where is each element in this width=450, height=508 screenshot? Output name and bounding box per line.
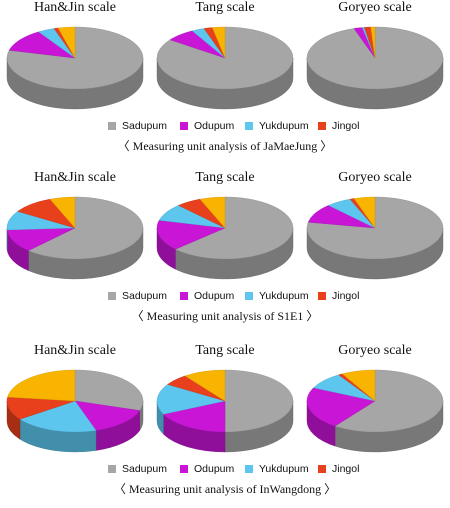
legend-label: Jingol: [332, 463, 359, 475]
chart-caption: 〈 Measuring unit analysis of JaMaeJung 〉: [0, 137, 450, 154]
pie-chart: [0, 190, 150, 282]
legend-item: Sadupum: [108, 463, 167, 475]
pie-title: Tang scale: [195, 170, 254, 186]
pie-title: Tang scale: [195, 343, 254, 359]
pie-chart: [150, 20, 300, 112]
legend-swatch: [108, 122, 116, 130]
legend-swatch: [180, 292, 188, 300]
legend-item: Odupum: [180, 290, 234, 302]
legend-item: Yukdupum: [245, 120, 309, 132]
pie-title: Goryeo scale: [338, 343, 411, 359]
pie-chart: [300, 363, 450, 455]
chart-group-3: Han&Jin scale Tang scale Goryeo scale Sa…: [0, 343, 450, 508]
legend-label: Yukdupum: [259, 290, 309, 302]
legend-label: Odupum: [194, 290, 234, 302]
pie-chart: [0, 363, 150, 455]
pie-chart: [0, 20, 150, 112]
pie-title: Goryeo scale: [338, 170, 411, 186]
legend-item: Sadupum: [108, 290, 167, 302]
pie-title: Tang scale: [195, 0, 254, 16]
legend-item: Odupum: [180, 463, 234, 475]
legend-swatch: [108, 465, 116, 473]
legend-label: Odupum: [194, 463, 234, 475]
legend-swatch: [245, 465, 253, 473]
legend-item: Yukdupum: [245, 463, 309, 475]
legend-item: Sadupum: [108, 120, 167, 132]
legend-label: Odupum: [194, 120, 234, 132]
legend-item: Odupum: [180, 120, 234, 132]
pie-title: Goryeo scale: [338, 0, 411, 16]
legend-label: Sadupum: [122, 463, 167, 475]
legend: Sadupum Odupum Yukdupum Jingol: [0, 120, 450, 134]
chart-caption: 〈 Measuring unit analysis of InWangdong …: [0, 480, 450, 497]
legend-item: Jingol: [318, 290, 359, 302]
legend: Sadupum Odupum Yukdupum Jingol: [0, 290, 450, 304]
pie-title: Han&Jin scale: [34, 343, 116, 359]
pie-chart: [150, 190, 300, 282]
legend-item: Yukdupum: [245, 290, 309, 302]
chart-caption: 〈 Measuring unit analysis of S1E1 〉: [0, 307, 450, 324]
legend-label: Jingol: [332, 290, 359, 302]
legend-swatch: [318, 292, 326, 300]
legend-swatch: [180, 465, 188, 473]
legend-swatch: [180, 122, 188, 130]
legend-label: Yukdupum: [259, 463, 309, 475]
pie-title: Han&Jin scale: [34, 0, 116, 16]
legend-item: Jingol: [318, 463, 359, 475]
legend-swatch: [245, 122, 253, 130]
chart-group-2: Han&Jin scale Tang scale Goryeo scale Sa…: [0, 170, 450, 335]
legend: Sadupum Odupum Yukdupum Jingol: [0, 463, 450, 477]
pie-chart: [300, 20, 450, 112]
pie-slice-other: [8, 370, 75, 401]
pie-chart: [300, 190, 450, 282]
pie-chart: [150, 363, 300, 455]
legend-label: Sadupum: [122, 290, 167, 302]
pie-title: Han&Jin scale: [34, 170, 116, 186]
legend-label: Yukdupum: [259, 120, 309, 132]
legend-label: Sadupum: [122, 120, 167, 132]
legend-swatch: [318, 465, 326, 473]
legend-swatch: [108, 292, 116, 300]
legend-item: Jingol: [318, 120, 359, 132]
legend-swatch: [245, 292, 253, 300]
legend-swatch: [318, 122, 326, 130]
legend-label: Jingol: [332, 120, 359, 132]
chart-group-1: Han&Jin scale Tang scale Goryeo scale Sa…: [0, 0, 450, 165]
